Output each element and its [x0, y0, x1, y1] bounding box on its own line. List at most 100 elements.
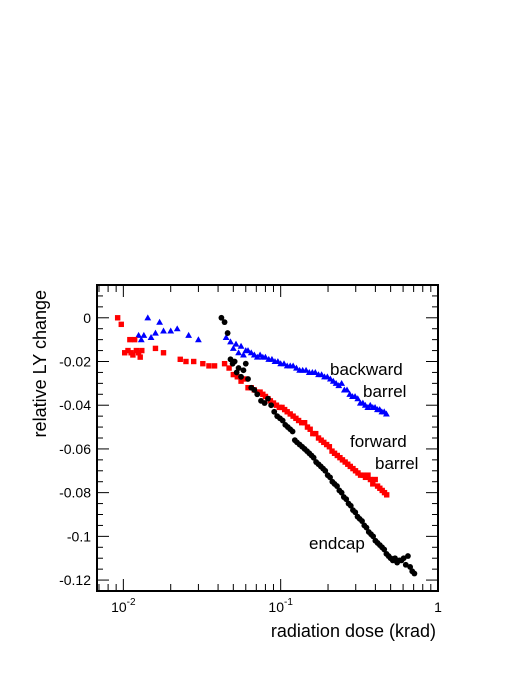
annotation-backward-barrel: barrel — [363, 382, 406, 401]
endcap-point — [363, 524, 370, 531]
forward-point — [370, 481, 376, 487]
endcap-point — [238, 373, 244, 380]
forward-point — [135, 350, 142, 356]
forward-point — [304, 424, 311, 430]
backward-point — [156, 318, 164, 325]
forward-point — [152, 345, 159, 352]
annotation-forward: forward — [350, 432, 407, 451]
endcap-point — [233, 369, 240, 376]
annotation-forward-barrel: barrel — [375, 454, 418, 473]
endcap-point — [352, 509, 359, 516]
backward-point — [237, 342, 245, 349]
backward-point — [323, 373, 331, 380]
forward-point — [326, 444, 333, 450]
endcap-point — [392, 555, 398, 562]
forward-point — [331, 450, 338, 456]
endcap-point — [405, 553, 411, 559]
backward-point — [232, 340, 240, 347]
endcap-point — [334, 483, 340, 489]
forward-point — [226, 365, 232, 371]
backward-point — [383, 410, 390, 417]
forward-point — [130, 352, 136, 358]
forward-point — [284, 409, 290, 415]
endcap-point — [370, 533, 377, 540]
backward-point — [289, 362, 297, 369]
y-tick-label: -0.12 — [59, 572, 91, 588]
endcap-point — [242, 360, 249, 367]
x-tick-label: 10-1 — [268, 597, 293, 615]
endcap-point — [224, 330, 231, 336]
endcap-point — [235, 365, 242, 371]
forward-point — [287, 411, 293, 417]
forward-point — [270, 400, 277, 406]
endcap-point — [251, 387, 258, 393]
forward-point — [234, 374, 240, 380]
endcap-point — [265, 395, 271, 402]
forward-point — [122, 350, 128, 356]
endcap-point — [310, 454, 317, 461]
forward-point — [139, 347, 145, 354]
y-tick-label: -0.06 — [59, 441, 91, 457]
endcap-point — [411, 570, 418, 577]
forward-point — [367, 476, 374, 483]
x-tick-label: 10-2 — [111, 597, 136, 615]
endcap-point — [218, 314, 225, 321]
endcap-point — [261, 400, 268, 406]
y-tick-label: 0 — [83, 310, 91, 326]
backward-point — [247, 349, 255, 356]
forward-point — [221, 360, 228, 367]
annotation-backward: backward — [330, 360, 403, 379]
endcap-point — [221, 319, 228, 326]
backward-point — [135, 331, 142, 338]
forward-point — [238, 378, 244, 384]
forward-point — [323, 441, 330, 448]
annotation-endcap: endcap — [309, 534, 365, 553]
backward-point — [195, 336, 202, 343]
forward-point — [307, 426, 313, 432]
endcap-point — [359, 518, 365, 524]
forward-point — [131, 336, 138, 343]
forward-point — [125, 347, 131, 354]
forward-point — [211, 363, 218, 369]
backward-point — [240, 351, 247, 358]
backward-point — [280, 360, 288, 367]
forward-point — [190, 358, 197, 365]
endcap-point — [407, 564, 414, 570]
forward-point — [267, 398, 274, 404]
forward-point — [276, 404, 282, 411]
endcap-point — [400, 555, 407, 562]
data-markers — [114, 314, 418, 577]
backward-point — [354, 395, 362, 402]
backward-point — [185, 331, 193, 338]
y-tick-label: -0.04 — [59, 397, 91, 413]
forward-point — [298, 420, 305, 426]
forward-point — [230, 371, 237, 378]
forward-point — [245, 385, 251, 391]
forward-point — [310, 430, 316, 437]
backward-point — [293, 364, 300, 371]
backward-point — [229, 344, 237, 351]
y-tick-label: -0.02 — [59, 354, 91, 370]
endcap-point — [240, 367, 247, 374]
forward-point — [241, 376, 248, 382]
endcap-point — [343, 496, 350, 503]
backward-point — [311, 369, 319, 375]
endcap-point — [245, 376, 251, 382]
forward-point — [118, 321, 124, 328]
forward-point — [206, 363, 212, 369]
forward-point — [372, 476, 378, 483]
endcap-point — [289, 428, 296, 435]
endcap-point — [279, 417, 286, 424]
backward-point — [147, 334, 155, 341]
forward-point — [183, 358, 189, 365]
endcap-point — [271, 408, 278, 415]
forward-point — [313, 430, 319, 437]
axis-ticks — [97, 284, 439, 592]
endcap-point — [327, 474, 333, 481]
endcap-point — [322, 467, 329, 474]
x-tick-label: 1 — [434, 599, 442, 615]
forward-point — [257, 389, 263, 395]
forward-point — [160, 350, 167, 356]
y-axis-label: relative LY change — [30, 290, 50, 437]
